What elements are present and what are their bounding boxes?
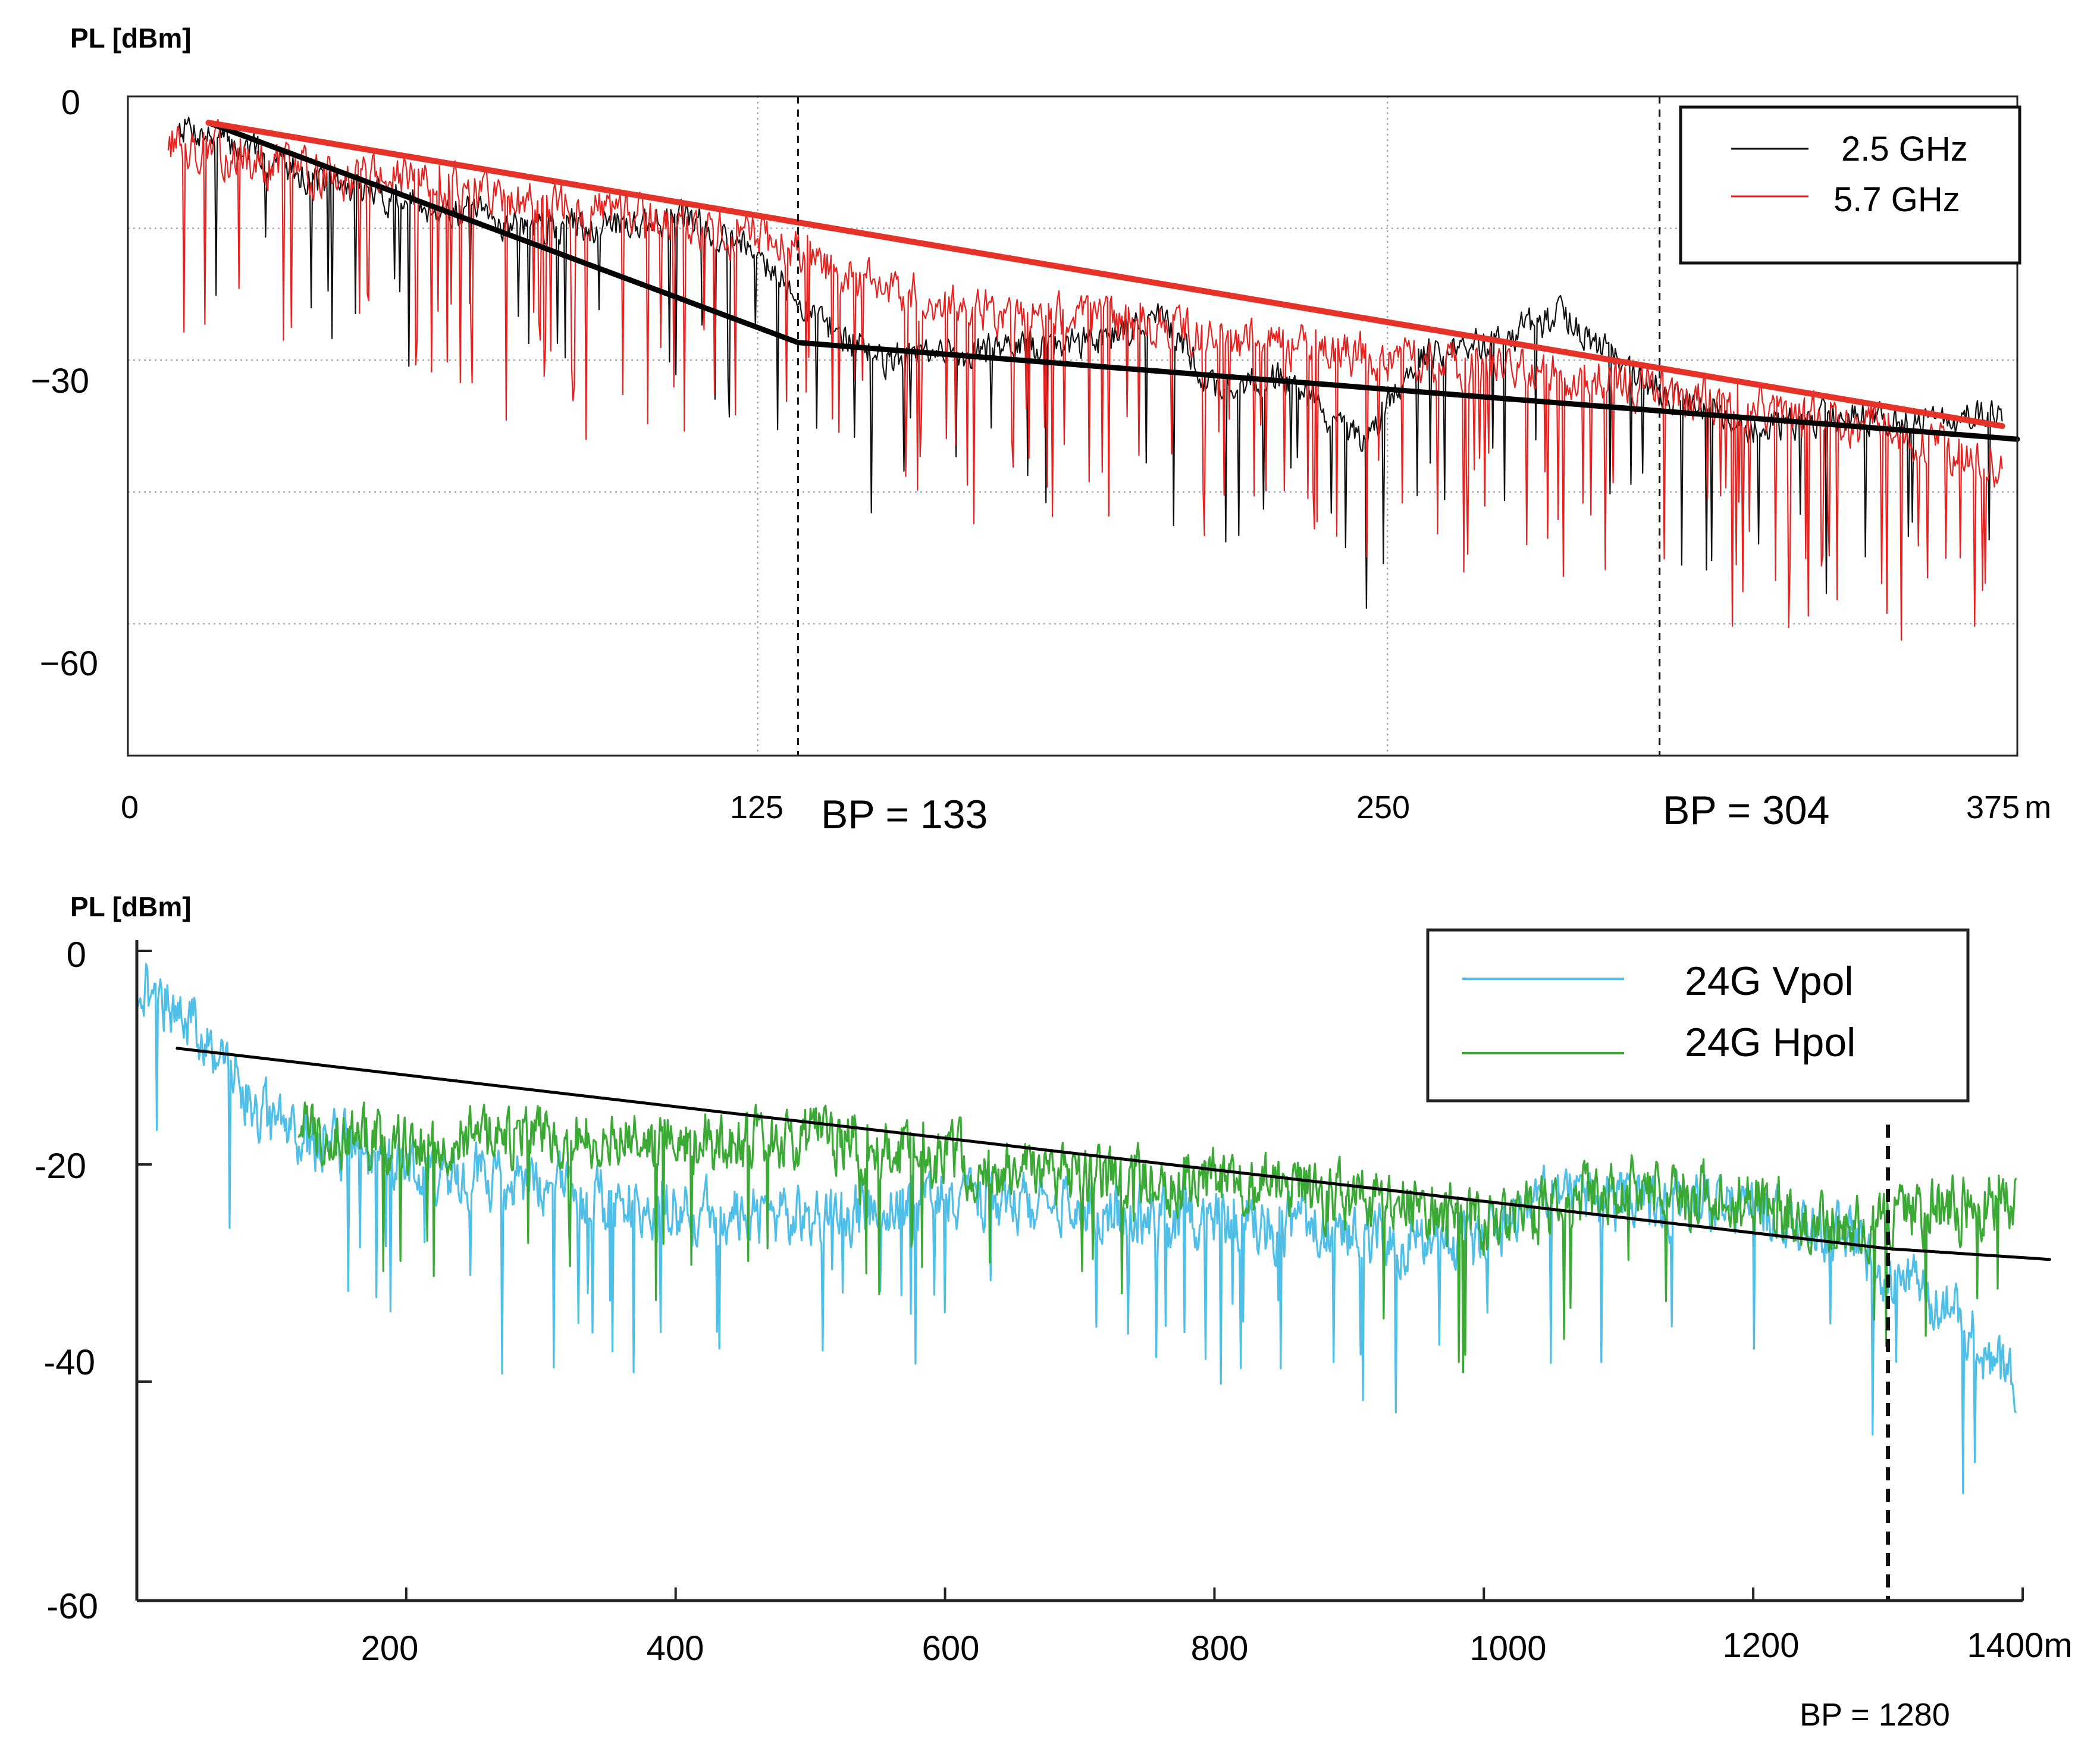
legend-label-2-5ghz: 2.5 GHz <box>1841 130 1968 168</box>
series-line-24g-vpol <box>136 963 2017 1494</box>
series-line-5-7-ghz <box>167 118 2003 641</box>
plot-frame-top <box>127 95 2018 757</box>
fit-lines-top <box>205 120 2020 442</box>
series-24g-vpol-group <box>136 963 2017 1494</box>
x-tick-400: 400 <box>647 1629 704 1668</box>
y-tick-0: 0 <box>61 83 80 122</box>
y-tick-minus30: −30 <box>31 362 89 400</box>
y-tick-minus40: -40 <box>43 1342 95 1382</box>
breakpoint-label-304: BP = 304 <box>1663 788 1829 833</box>
y-tick-minus60: −60 <box>40 644 98 683</box>
x-tick-1000: 1000 <box>1469 1629 1546 1668</box>
y-tick-minus60-bottom: -60 <box>46 1586 98 1626</box>
fit-line-2-5-ghz-fit <box>206 120 2020 442</box>
y-axis-label-top: PL [dBm] <box>70 23 192 54</box>
breakpoint-lines-top <box>797 96 1661 756</box>
x-tick-600: 600 <box>922 1629 980 1668</box>
x-tick-125: 125 <box>730 790 783 825</box>
series-24g-hpol-group <box>297 1101 2017 1373</box>
y-tick-minus20: -20 <box>35 1146 86 1186</box>
y-tick-0-bottom: 0 <box>67 935 86 975</box>
x-tick-250: 250 <box>1356 790 1410 825</box>
legend-top: 2.5 GHz 5.7 GHz <box>1679 105 2021 265</box>
series-line-24g-hpol <box>297 1101 2017 1373</box>
legend-bottom: 24G Vpol 24G Hpol <box>1426 928 1970 1103</box>
chart-bottom: PL [dBm] 0 -20 -40 -60 200 400 600 800 1… <box>35 891 2072 1733</box>
fit-line-24g-fit <box>175 1047 2051 1261</box>
x-tick-1200: 1200 <box>1722 1626 1799 1665</box>
x-tick-1400: 1400m <box>1967 1626 2072 1665</box>
breakpoint-label-133: BP = 133 <box>821 792 988 837</box>
legend-label-24g-vpol: 24G Vpol <box>1685 959 1854 1004</box>
x-tick-0: 0 <box>121 790 139 825</box>
series-5-7ghz-group <box>167 118 2003 641</box>
ticks-top: 0 −30 −60 0 125 250 375 m BP = 133 BP = 3… <box>31 83 2051 837</box>
legend-label-5-7ghz: 5.7 GHz <box>1833 180 1960 219</box>
ticks-bottom: 0 -20 -40 -60 200 400 600 800 1000 1200 … <box>35 935 2072 1733</box>
chart-top: PL [dBm] 0 −30 −60 0 125 250 375 m BP = 1… <box>31 23 2051 837</box>
x-tick-200: 200 <box>361 1629 419 1668</box>
legend-label-24g-hpol: 24G Hpol <box>1685 1020 1855 1065</box>
y-axis-label-bottom: PL [dBm] <box>70 891 192 922</box>
fit-lines-bottom <box>175 1047 2051 1261</box>
legend-box-top <box>1679 105 2021 265</box>
x-tick-375: 375 m <box>1966 790 2051 825</box>
x-tick-800: 800 <box>1191 1629 1249 1668</box>
fit-line-5-7-ghz-fit <box>205 120 2005 429</box>
breakpoint-label-1280: BP = 1280 <box>1800 1697 1950 1733</box>
legend-box-bottom <box>1426 928 1970 1103</box>
